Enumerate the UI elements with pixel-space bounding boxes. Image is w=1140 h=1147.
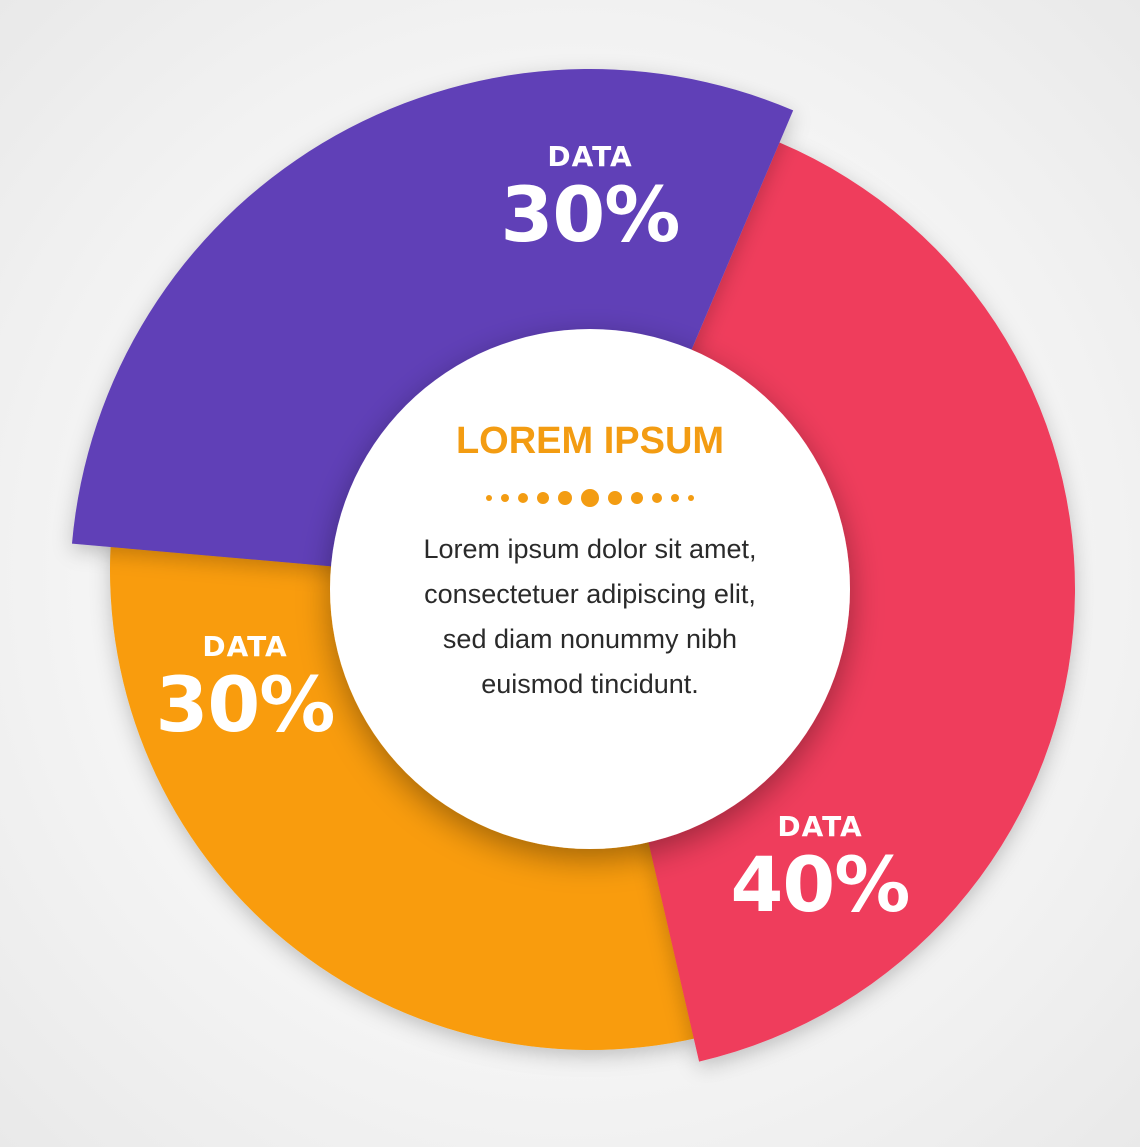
divider-dot (501, 494, 509, 502)
divider-dot (671, 494, 679, 502)
slice-label-red: DATA 40% (710, 810, 930, 926)
divider-dot (537, 492, 549, 504)
center-title: LOREM IPSUM (455, 420, 725, 462)
slice-label-purple: DATA 30% (480, 140, 700, 256)
divider-dot (486, 495, 492, 501)
center-content: LOREM IPSUM Lorem ipsum dolor sit amet, … (360, 420, 820, 707)
divider-dot (581, 489, 599, 507)
divider-dot (652, 493, 662, 503)
center-disc (330, 329, 850, 849)
divider-dot (558, 491, 572, 505)
slice-caption: DATA (202, 630, 288, 663)
divider-dot (688, 495, 694, 501)
divider-dot (518, 493, 528, 503)
divider-dot (631, 492, 643, 504)
slice-percent: 40% (730, 840, 911, 929)
center-body-text: Lorem ipsum dolor sit amet, consectetuer… (423, 534, 757, 699)
slice-percent: 30% (500, 170, 681, 259)
slice-percent: 30% (155, 660, 336, 749)
slice-caption: DATA (777, 810, 863, 843)
dot-divider (360, 489, 820, 507)
divider-dot (608, 491, 622, 505)
slice-caption: DATA (547, 140, 633, 173)
slice-label-orange: DATA 30% (135, 630, 355, 746)
